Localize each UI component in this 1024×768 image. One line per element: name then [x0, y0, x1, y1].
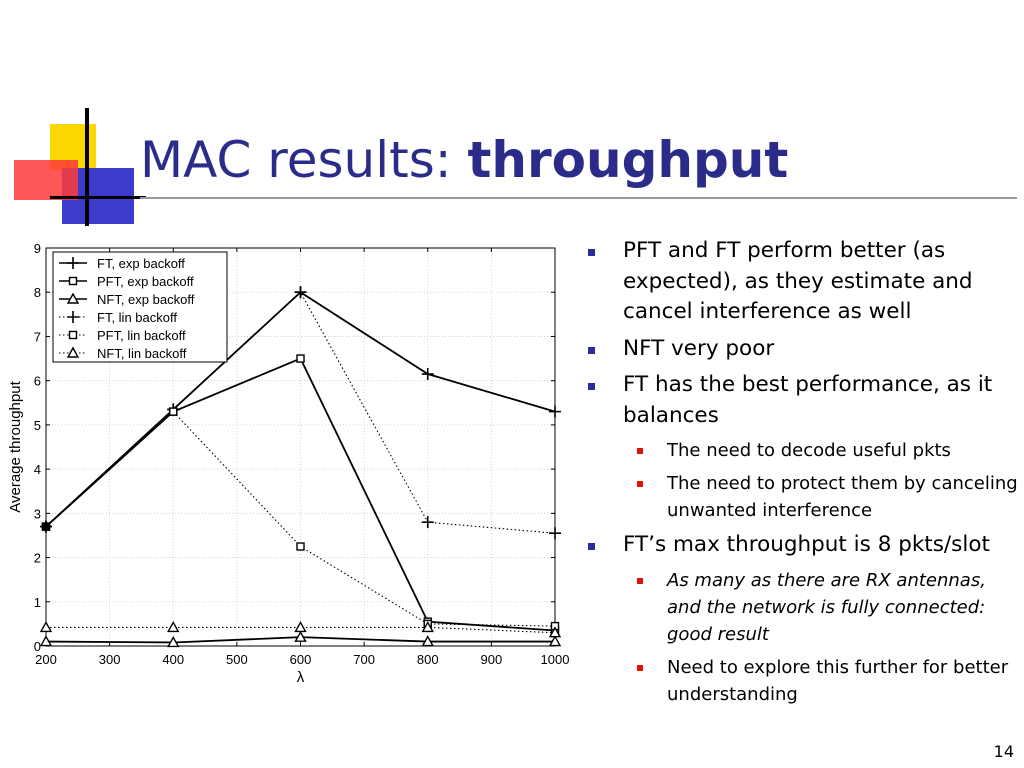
legend-marker: [67, 311, 79, 323]
data-point-5: [167, 620, 180, 633]
y-tick-label: 8: [34, 285, 41, 300]
legend-box: [52, 251, 228, 363]
bullet-item: As many as there are RX antennas, and th…: [583, 567, 1023, 648]
data-point-2: [167, 636, 180, 648]
data-point-5: [39, 620, 53, 633]
title-divider: [140, 197, 1017, 199]
bullet-item: The need to decode useful pkts: [583, 437, 1023, 464]
y-axis-label: Average throughput: [7, 380, 24, 512]
data-point-start: [41, 522, 51, 532]
logo-horizontal-bar: [50, 196, 146, 199]
data-point-1: [296, 354, 305, 363]
legend-label: PFT, lin backoff: [97, 328, 186, 343]
y-tick-label: 0: [34, 639, 41, 654]
legend-marker: [66, 292, 80, 304]
bullet-item: PFT and FT perform better (as expected),…: [583, 236, 1023, 328]
legend-label: NFT, exp backoff: [97, 292, 195, 307]
logo-red-square: [14, 160, 78, 200]
data-point-2: [39, 635, 53, 647]
bullet-list: PFT and FT perform better (as expected),…: [583, 236, 1023, 714]
title-bold: throughput: [467, 131, 789, 189]
y-tick-label: 5: [34, 418, 41, 433]
x-tick-label: 200: [35, 652, 57, 667]
x-tick-label: 900: [481, 652, 503, 667]
data-point-3: [549, 527, 561, 540]
y-tick-label: 4: [34, 462, 41, 477]
legend-label: FT, exp backoff: [97, 256, 185, 271]
page-title: MAC results: throughput: [140, 128, 788, 192]
bullet-item: FT’s max throughput is 8 pkts/slot: [583, 530, 1023, 561]
data-point-4: [296, 542, 305, 551]
legend-label: FT, lin backoff: [97, 310, 177, 325]
data-point-5: [294, 620, 307, 633]
legend-marker: [68, 276, 78, 286]
page-number: 14: [993, 742, 1014, 761]
data-point-4: [169, 407, 178, 416]
data-point-0: [421, 368, 434, 381]
y-tick-label: 2: [34, 551, 41, 566]
bullet-item: Need to explore this further for better …: [583, 654, 1023, 708]
bullet-item: The need to protect them by canceling un…: [583, 470, 1023, 524]
y-tick-label: 9: [34, 241, 41, 256]
x-axis-label: λ: [297, 669, 305, 686]
legend-marker: [68, 330, 78, 340]
data-point-5: [421, 620, 434, 633]
y-tick-label: 1: [34, 595, 41, 610]
y-tick-label: 6: [34, 374, 41, 389]
legend-marker: [66, 346, 80, 358]
series-line-5: [46, 626, 556, 634]
x-tick-label: 700: [353, 652, 375, 667]
x-tick-label: 300: [99, 652, 121, 667]
x-tick-label: 1000: [541, 652, 570, 667]
data-point-2: [421, 635, 434, 647]
legend-label: NFT, lin backoff: [97, 346, 187, 361]
data-point-2: [294, 630, 307, 642]
legend-label: PFT, exp backoff: [97, 274, 194, 289]
title-normal: MAC results:: [140, 131, 468, 189]
bullet-item: FT has the best performance, as it balan…: [583, 370, 1023, 431]
throughput-chart: 200 300 400 500 600 700 800 900 1000 0 1 2 3 4 5 6 7 8 9 λ A…: [7, 241, 570, 686]
x-tick-label: 800: [417, 652, 439, 667]
logo-vertical-bar: [85, 108, 89, 226]
data-point-5: [548, 626, 562, 638]
y-tick-label: 7: [34, 329, 41, 344]
slide-logo: [14, 108, 146, 226]
data-point-0: [549, 405, 561, 418]
x-tick-label: 400: [162, 652, 184, 667]
x-tick-label: 600: [290, 652, 312, 667]
data-point-2: [548, 635, 562, 647]
y-tick-label: 3: [34, 506, 41, 521]
bullet-item: NFT very poor: [583, 334, 1023, 365]
x-tick-label: 500: [226, 652, 248, 667]
data-point-3: [294, 286, 307, 299]
data-point-3: [421, 516, 434, 529]
legend-marker: [67, 257, 79, 269]
